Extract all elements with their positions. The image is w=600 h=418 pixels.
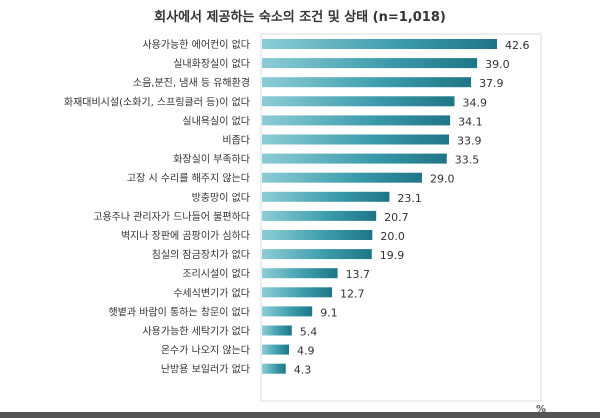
bar: [262, 306, 313, 317]
category-label: 조리시설이 없다: [182, 267, 250, 280]
value-label: 4.9: [297, 345, 315, 358]
category-label: 실내화장실이 없다: [173, 57, 250, 70]
value-label: 13.7: [346, 268, 371, 281]
bar: [262, 268, 338, 279]
category-label: 실내욕실이 없다: [182, 114, 250, 127]
category-label: 고장 시 수리를 해주지 않는다: [127, 172, 250, 185]
category-label: 벽지나 장판에 곰팡이가 심하다: [121, 229, 250, 242]
bar: [262, 230, 373, 240]
category-label: 사용가능한 에어컨이 없다: [142, 38, 250, 51]
bar: [262, 39, 497, 49]
bar: [262, 344, 290, 355]
bar: [262, 134, 450, 145]
bar: [262, 191, 390, 202]
value-label: 33.5: [455, 154, 480, 167]
category-label: 침실의 잠금장치가 없다: [152, 248, 250, 261]
value-label: 29.0: [430, 173, 455, 186]
bar: [262, 153, 447, 164]
category-label: 비좁다: [222, 135, 250, 147]
category-label: 난방용 보일러가 없다: [161, 363, 250, 376]
unit-label: %: [536, 404, 546, 415]
bar: [262, 363, 286, 374]
value-label: 33.9: [457, 135, 482, 148]
category-label: 햇볕과 바람이 통하는 창문이 없다: [108, 305, 250, 318]
bar: [262, 58, 478, 69]
category-label: 고용주나 관리자가 드나들어 불편하다: [93, 210, 250, 223]
value-label: 39.0: [485, 58, 510, 71]
plot-area: [260, 33, 542, 402]
category-label: 화재대비시설(소화기, 스프링클러 등)이 없다: [64, 95, 250, 108]
bar: [262, 96, 455, 107]
bar: [262, 172, 422, 183]
value-label: 23.1: [397, 192, 422, 205]
bar: [262, 249, 372, 260]
value-label: 34.1: [458, 115, 483, 128]
bar: [262, 77, 472, 88]
value-label: 9.1: [320, 306, 338, 319]
value-label: 12.7: [340, 287, 365, 300]
category-label: 소음,분진, 냄새 등 유해환경: [133, 76, 250, 89]
category-label: 방충망이 없다: [192, 191, 250, 204]
category-label: 화장실이 부족하다: [173, 153, 250, 166]
value-label: 4.3: [294, 364, 312, 377]
bar: [262, 287, 333, 298]
value-label: 5.4: [300, 326, 318, 339]
bottom-strip: [0, 412, 600, 418]
bar: [262, 115, 451, 126]
bar: [262, 210, 377, 221]
category-label: 수세식변기가 없다: [173, 286, 250, 299]
category-label: 온수가 나오지 않는다: [161, 345, 250, 357]
value-label: 19.9: [380, 249, 405, 262]
value-label: 20.0: [380, 230, 405, 243]
value-label: 37.9: [479, 77, 504, 90]
value-label: 42.6: [505, 39, 530, 52]
bar: [262, 325, 292, 336]
chart-title: 회사에서 제공하는 숙소의 조건 및 상태 (n=1,018): [154, 10, 446, 25]
category-label: 사용가능한 세탁기가 없다: [142, 325, 250, 338]
value-label: 20.7: [384, 211, 409, 224]
value-label: 34.9: [463, 96, 488, 109]
